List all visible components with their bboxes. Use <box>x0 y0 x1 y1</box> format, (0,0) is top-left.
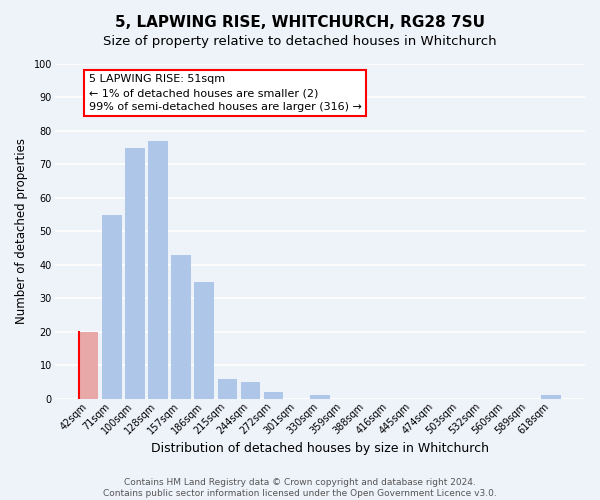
Text: 5, LAPWING RISE, WHITCHURCH, RG28 7SU: 5, LAPWING RISE, WHITCHURCH, RG28 7SU <box>115 15 485 30</box>
Bar <box>102 214 122 398</box>
Text: Contains HM Land Registry data © Crown copyright and database right 2024.
Contai: Contains HM Land Registry data © Crown c… <box>103 478 497 498</box>
Bar <box>310 396 329 398</box>
Bar <box>264 392 283 398</box>
Text: 5 LAPWING RISE: 51sqm
← 1% of detached houses are smaller (2)
99% of semi-detach: 5 LAPWING RISE: 51sqm ← 1% of detached h… <box>89 74 362 112</box>
Bar <box>171 255 191 398</box>
Y-axis label: Number of detached properties: Number of detached properties <box>15 138 28 324</box>
Bar <box>79 332 98 398</box>
Bar <box>148 141 168 399</box>
Bar <box>218 378 237 398</box>
Bar <box>541 396 561 398</box>
Text: Size of property relative to detached houses in Whitchurch: Size of property relative to detached ho… <box>103 35 497 48</box>
Bar <box>241 382 260 398</box>
Bar <box>125 148 145 398</box>
X-axis label: Distribution of detached houses by size in Whitchurch: Distribution of detached houses by size … <box>151 442 489 455</box>
Bar <box>194 282 214 399</box>
